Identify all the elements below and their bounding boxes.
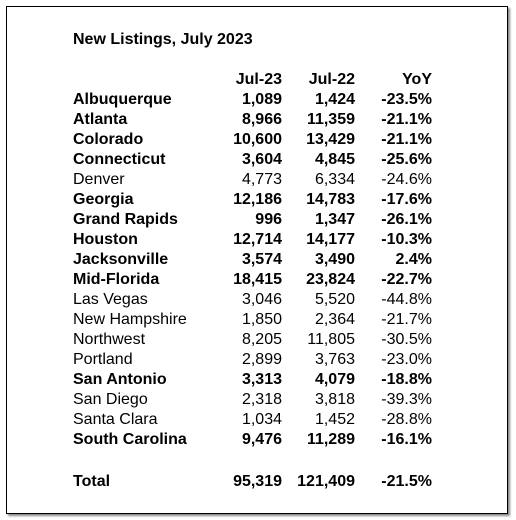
cell: 3,604 [241, 151, 282, 168]
cell: 1,089 [241, 91, 282, 108]
cell: 1,452 [314, 411, 355, 428]
cell: 11,359 [306, 111, 355, 128]
cell: -24.6% [381, 171, 432, 188]
cell: 14,783 [306, 191, 355, 208]
cell: 13,429 [306, 131, 355, 148]
cell: 3,763 [314, 351, 355, 368]
cell: 12,714 [233, 231, 282, 248]
cell: -10.3% [381, 231, 432, 248]
row-label: Albuquerque [73, 91, 172, 108]
cell: -30.5% [381, 331, 432, 348]
row-label: Jacksonville [73, 251, 169, 268]
cell: 1,347 [314, 211, 355, 228]
row-label: San Antonio [73, 371, 167, 388]
row-label: Grand Rapids [73, 211, 178, 228]
column-header: YoY [402, 71, 432, 88]
cell: 6,334 [314, 171, 355, 188]
cell: -25.6% [381, 151, 432, 168]
cell: 3,574 [241, 251, 282, 268]
row-label: South Carolina [73, 431, 187, 448]
cell: 95,319 [233, 473, 282, 490]
cell: 3,046 [241, 291, 282, 308]
cell: 2,899 [241, 351, 282, 368]
cell: -21.1% [381, 111, 432, 128]
cell: -26.1% [381, 211, 432, 228]
cell: 1,034 [241, 411, 282, 428]
row-label: Houston [73, 231, 138, 248]
cell: 11,289 [306, 431, 355, 448]
cell: 121,409 [297, 473, 355, 490]
row-label: Santa Clara [73, 411, 158, 428]
cell: 23,824 [306, 271, 355, 288]
cell: 12,186 [233, 191, 282, 208]
cell: 1,850 [241, 311, 282, 328]
cell: 4,079 [314, 371, 355, 388]
cell: 8,966 [241, 111, 282, 128]
cell: 18,415 [233, 271, 282, 288]
cell: 8,205 [241, 331, 282, 348]
cell: 9,476 [241, 431, 282, 448]
cell: -28.8% [381, 411, 432, 428]
cell: -17.6% [381, 191, 432, 208]
row-label: Atlanta [73, 111, 128, 128]
cell: 3,818 [314, 391, 355, 408]
cell: -21.5% [381, 473, 432, 490]
row-label: San Diego [73, 391, 148, 408]
row-label: Total [73, 473, 111, 490]
cell: 11,805 [307, 331, 355, 348]
cell: 3,490 [314, 251, 355, 268]
title: New Listings, July 2023 [73, 31, 253, 48]
cell: -39.3% [381, 391, 432, 408]
cell: 4,773 [241, 171, 282, 188]
row-label: Portland [73, 351, 133, 368]
cell: -23.5% [381, 91, 432, 108]
cell: 2,364 [314, 311, 355, 328]
row-label: New Hampshire [73, 311, 187, 328]
cell: 2.4% [395, 251, 432, 268]
cell: 996 [255, 211, 282, 228]
cell: -21.1% [381, 131, 432, 148]
cell: 14,177 [306, 231, 355, 248]
row-label: Colorado [73, 131, 144, 148]
row-label: Denver [73, 171, 125, 188]
cell: 3,313 [241, 371, 282, 388]
cell: -44.8% [381, 291, 432, 308]
column-header: Jul-23 [235, 71, 282, 88]
cell: -23.0% [381, 351, 432, 368]
row-label: Mid-Florida [73, 271, 160, 288]
row-label: Connecticut [73, 151, 166, 168]
row-label: Northwest [73, 331, 146, 348]
row-label: Georgia [73, 191, 134, 208]
cell: 1,424 [314, 91, 355, 108]
column-header: Jul-22 [308, 71, 355, 88]
cell: 5,520 [314, 291, 355, 308]
cell: -16.1% [381, 431, 432, 448]
cell: 10,600 [233, 131, 282, 148]
cell: 4,845 [314, 151, 355, 168]
row-label: Las Vegas [73, 291, 148, 308]
cell: -21.7% [381, 311, 432, 328]
cell: -22.7% [381, 271, 432, 288]
cell: -18.8% [381, 371, 432, 388]
table-frame [6, 6, 508, 514]
cell: 2,318 [241, 391, 282, 408]
